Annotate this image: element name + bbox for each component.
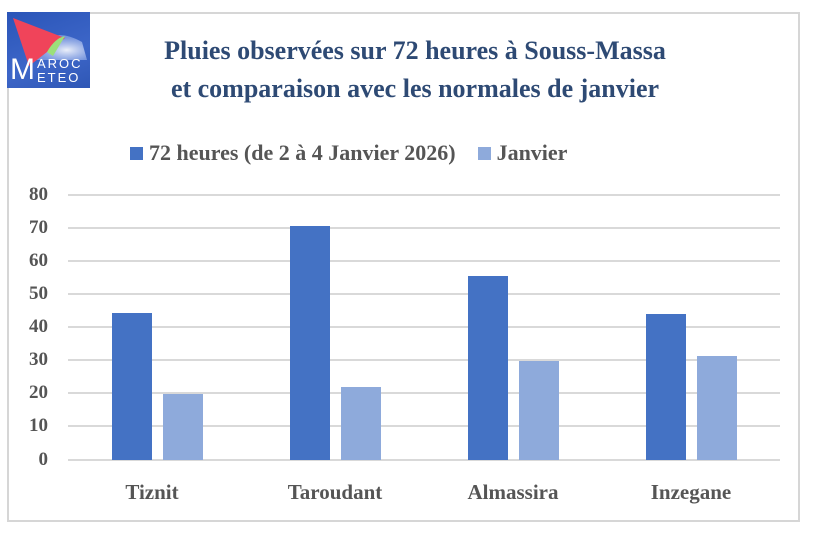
gridline-60 [68,260,780,262]
logo-letter-m: M [10,53,35,86]
x-label-almassira: Almassira [467,480,559,504]
chart-legend: 72 heures (de 2 à 4 Janvier 2026) Janvie… [130,140,589,166]
y-tick-10: 10 [29,415,48,436]
y-tick-70: 70 [29,217,48,238]
x-label-taroudant: Taroudant [287,480,383,504]
legend-label-72h: 72 heures (de 2 à 4 Janvier 2026) [149,140,456,165]
chart-title-line2: et comparaison avec les normales de janv… [170,74,660,103]
gridline-30 [68,359,780,361]
y-tick-40: 40 [29,316,48,337]
gridline-70 [68,227,780,229]
logo-text-eteo: ETEO [37,70,81,85]
chart-title: Pluies observées sur 72 heures à Souss-M… [95,32,735,108]
gridline-20 [68,392,780,394]
legend-swatch-72h [130,146,143,160]
x-label-inzegane: Inzegane [650,480,732,504]
logo-emblem-icon [13,18,87,66]
y-tick-30: 30 [29,349,48,370]
legend-item-72h: 72 heures (de 2 à 4 Janvier 2026) [130,140,456,166]
y-tick-80: 80 [29,184,48,205]
gridline-50 [68,293,780,295]
bar-inzegane-72h [646,313,686,460]
y-tick-20: 20 [29,382,48,403]
y-tick-0: 0 [38,449,49,470]
bar-inzegane-janvier [697,355,737,460]
chart-title-line1: Pluies observées sur 72 heures à Souss-M… [164,36,666,65]
bar-taroudant-janvier [341,387,381,460]
y-tick-60: 60 [29,250,48,271]
bar-almassira-72h [468,276,508,460]
bar-almassira-janvier [519,360,559,460]
gridline-0 [68,459,780,461]
x-label-tiznit: Tiznit [125,480,179,504]
legend-item-janvier: Janvier [477,140,568,166]
gridline-40 [68,326,780,328]
bar-taroudant-72h [290,226,330,460]
bar-tiznit-72h [112,312,152,460]
legend-label-janvier: Janvier [496,140,568,165]
maroc-meteo-logo: M AROC ETEO [7,12,90,88]
bar-tiznit-janvier [163,393,203,460]
logo-text-aroc: AROC [37,56,83,71]
y-tick-50: 50 [29,283,48,304]
legend-swatch-janvier [477,146,491,160]
gridline-80 [68,194,780,196]
gridline-10 [68,425,780,427]
